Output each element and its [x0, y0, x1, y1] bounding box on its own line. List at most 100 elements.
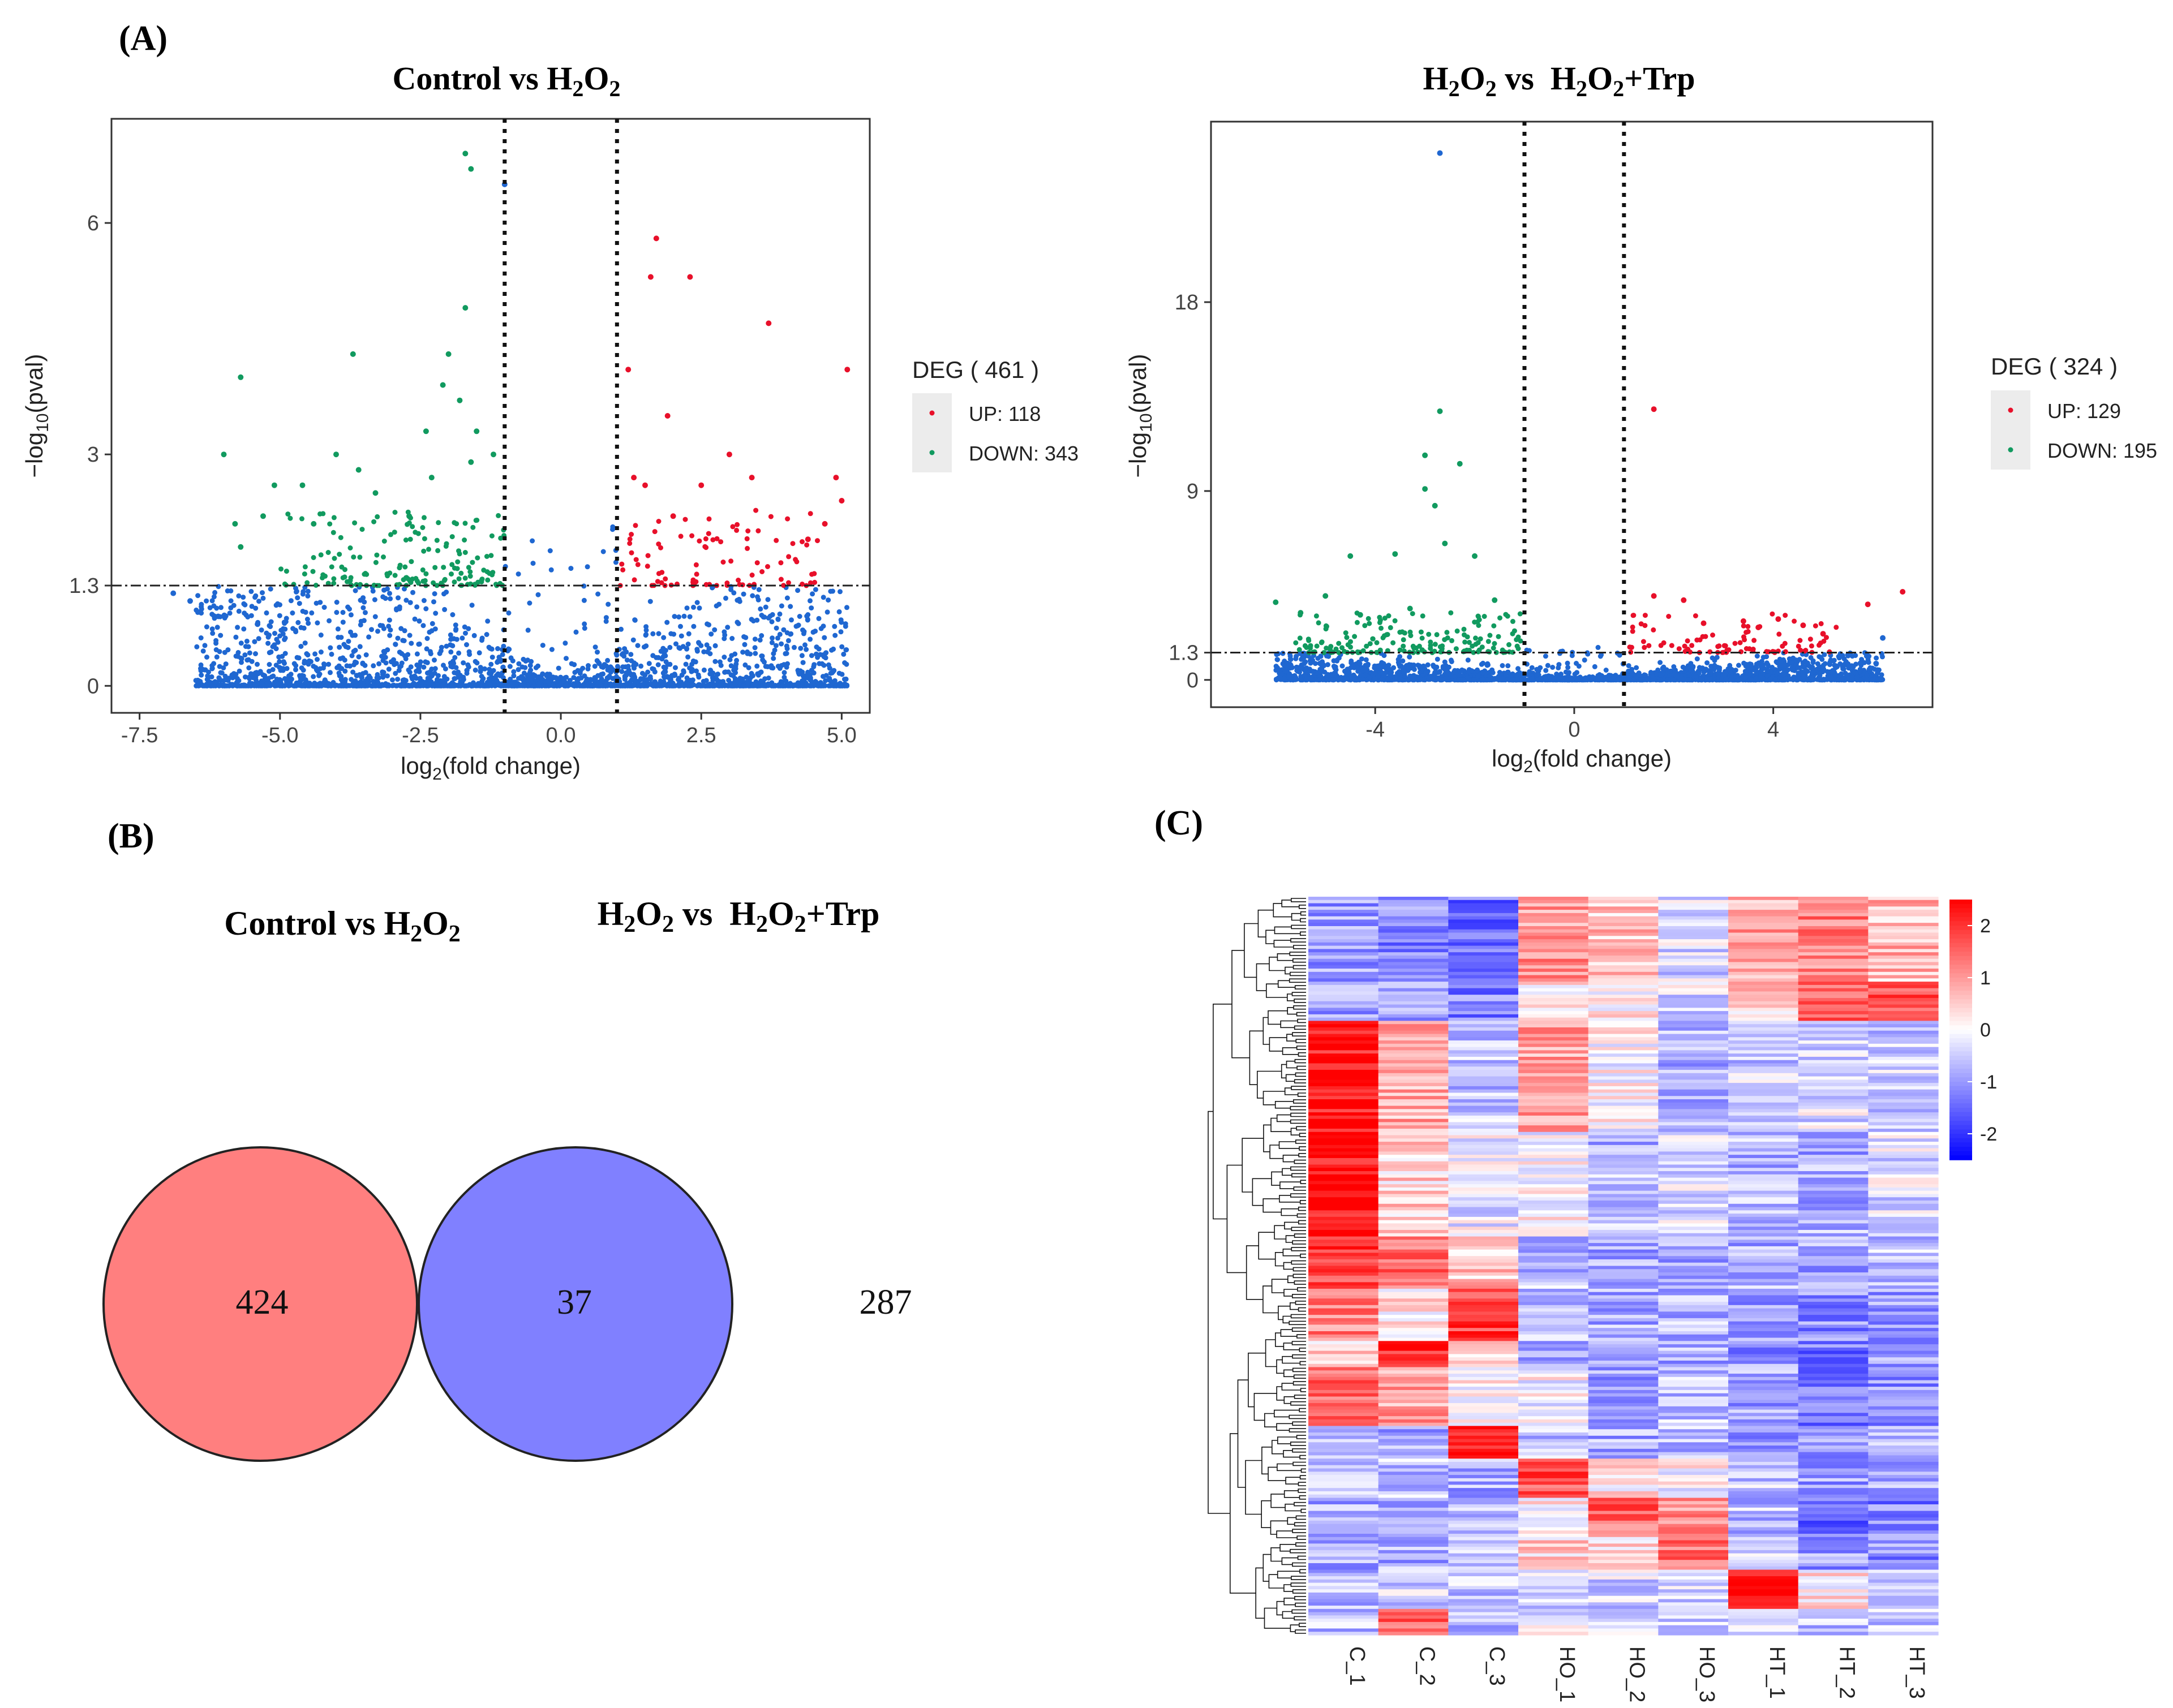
- volcano-bg-point: [212, 590, 218, 595]
- volcano-down-bg-point: [1428, 639, 1433, 645]
- volcano-bg-point: [771, 656, 776, 661]
- volcano-bg-point: [510, 658, 516, 664]
- volcano-bg-point: [212, 679, 218, 685]
- volcano-up-bg-point: [808, 580, 813, 586]
- volcano-bg-point: [353, 659, 358, 665]
- volcano-down-bg-point: [402, 564, 408, 570]
- volcano-bg-point: [521, 670, 527, 676]
- volcano-down-bg-point: [347, 545, 353, 550]
- volcano-bg-point: [595, 591, 601, 597]
- volcano-bg-point: [813, 629, 818, 634]
- x-tick-label: -2.5: [402, 724, 439, 747]
- volcano-up-point: [647, 274, 654, 280]
- volcano-bg-point: [426, 683, 431, 689]
- volcano-up-bg-point: [1813, 623, 1818, 629]
- volcano-bg-point: [376, 661, 382, 666]
- volcano-up-bg-point: [1809, 643, 1814, 649]
- volcano-ns-point: [187, 598, 193, 604]
- volcano-down-bg-point: [462, 550, 468, 555]
- volcano-up-bg-point: [1685, 638, 1690, 644]
- volcano-down-bg-point: [1476, 623, 1481, 628]
- volcano-bg-point: [624, 657, 630, 663]
- volcano-bg-point: [214, 625, 220, 630]
- volcano-down-bg-point: [1510, 631, 1515, 636]
- volcano-bg-point: [281, 666, 286, 672]
- volcano1-axes: -7.5 -5.0 -2.5 0.0 2.5 5.001.336: [69, 119, 870, 747]
- volcano-bg-point: [1644, 677, 1650, 683]
- volcano-bg-point: [667, 644, 673, 650]
- volcano-bg-point: [487, 670, 492, 676]
- volcano-down-bg-point: [1462, 639, 1468, 645]
- volcano-bg-point: [741, 634, 747, 639]
- volcano-bg-point: [769, 640, 775, 646]
- volcano-bg-point: [754, 617, 760, 623]
- volcano-bg-point: [432, 657, 437, 663]
- volcano-down-bg-point: [479, 576, 485, 582]
- volcano-down-bg-point: [278, 566, 284, 572]
- volcano-bg-point: [236, 593, 242, 599]
- volcano-bg-point: [309, 610, 315, 616]
- volcano-bg-point: [242, 652, 248, 658]
- volcano-bg-point: [737, 683, 742, 689]
- volcano-bg-point: [1873, 661, 1879, 666]
- volcano-bg-point: [1575, 677, 1581, 682]
- volcano-bg-point: [380, 594, 386, 600]
- volcano-bg-point: [454, 636, 459, 642]
- volcano-down-bg-point: [467, 573, 473, 579]
- volcano-bg-point: [1876, 677, 1882, 683]
- volcano-down-point: [232, 520, 238, 527]
- volcano-bg-point: [1479, 677, 1484, 683]
- volcano-bg-point: [1551, 677, 1557, 683]
- volcano-bg-point: [241, 595, 246, 600]
- volcano-down-bg-point: [420, 525, 426, 530]
- volcano-down-bg-point: [1374, 640, 1380, 646]
- volcano-down-bg-point: [1377, 619, 1382, 625]
- volcano-bg-point: [450, 683, 456, 689]
- volcano-bg-point: [725, 625, 731, 630]
- volcano-bg-point: [463, 630, 468, 636]
- volcano-bg-point: [337, 644, 342, 650]
- volcano-bg-point: [727, 657, 733, 662]
- volcano-bg-point: [1274, 667, 1280, 673]
- volcano-bg-point: [1754, 653, 1760, 659]
- volcano-bg-point: [304, 651, 310, 656]
- volcano-bg-point: [643, 632, 649, 638]
- volcano-bg-point: [243, 644, 248, 649]
- volcano-bg-point: [540, 671, 546, 677]
- volcano-bg-point: [405, 652, 411, 657]
- volcano-bg-point: [676, 681, 682, 687]
- volcano-down-bg-point: [287, 515, 293, 521]
- volcano-bg-point: [301, 625, 307, 631]
- volcano-bg-point: [663, 659, 669, 665]
- volcano-bg-point: [270, 673, 276, 679]
- volcano-bg-point: [200, 648, 206, 654]
- volcano-bg-point: [230, 682, 235, 688]
- volcano-bg-point: [619, 626, 624, 632]
- volcano-bg-point: [342, 679, 347, 685]
- volcano-bg-point: [267, 669, 272, 674]
- volcano-bg-point: [697, 682, 702, 687]
- volcano-bg-point: [690, 668, 695, 674]
- volcano-bg-point: [209, 674, 214, 679]
- volcano-bg-point: [807, 672, 813, 678]
- volcano-down-bg-point: [1449, 638, 1454, 643]
- volcano-bg-point: [671, 631, 677, 637]
- volcano-bg-point: [622, 673, 628, 679]
- volcano-bg-point: [217, 649, 222, 655]
- volcano-bg-point: [410, 676, 415, 682]
- volcano-bg-point: [1819, 657, 1825, 662]
- volcano-bg-point: [1389, 667, 1394, 672]
- volcano-down-bg-point: [329, 564, 334, 570]
- volcano-bg-point: [488, 661, 494, 667]
- volcano-down-bg-point: [1365, 616, 1371, 621]
- volcano-bg-point: [432, 591, 437, 596]
- volcano-bg-point: [249, 604, 255, 609]
- volcano-down-bg-point: [1308, 646, 1313, 651]
- volcano-bg-point: [362, 662, 368, 668]
- volcano-bg-point: [238, 640, 244, 646]
- volcano-bg-point: [736, 621, 741, 626]
- volcano1-background-points: [193, 507, 850, 689]
- volcano-bg-point: [823, 678, 828, 683]
